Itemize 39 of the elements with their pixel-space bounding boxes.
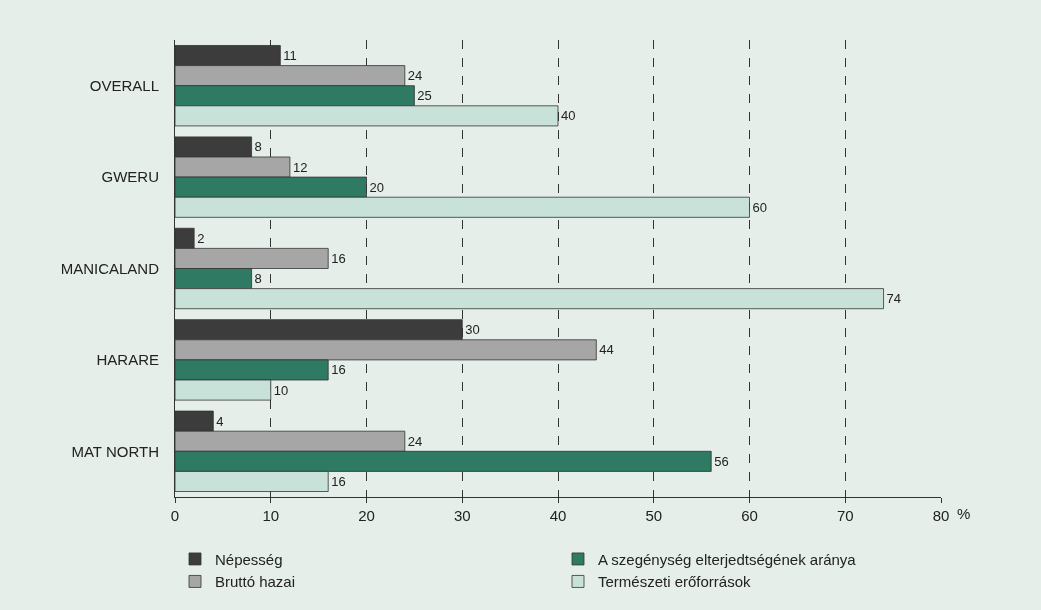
y-tick-label: HARARE (96, 351, 159, 369)
x-tick-label: 30 (453, 507, 471, 524)
data-label: 74 (886, 291, 902, 307)
x-tick-label: 50 (645, 507, 663, 524)
y-tick-label: GWERU (101, 168, 159, 186)
x-tick-label: 60 (741, 507, 758, 524)
data-label: 8 (254, 271, 262, 287)
legend-label: A szegénység elterjedtségének aránya (598, 550, 857, 568)
data-label: 16 (331, 473, 346, 489)
legend-label: Bruttó hazai (215, 573, 296, 591)
data-label: 12 (292, 159, 308, 175)
y-tick-label: OVERALL (89, 76, 159, 94)
x-tick-label: 40 (549, 507, 567, 524)
data-label: 16 (331, 250, 346, 266)
data-label: 24 (407, 433, 423, 449)
data-label: 2 (197, 230, 205, 246)
data-label: 4 (216, 413, 224, 429)
data-label: 40 (561, 108, 576, 124)
x-tick-label: 80 (932, 507, 950, 524)
x-tick-label: 10 (262, 507, 280, 524)
data-label: 16 (331, 362, 346, 378)
y-tick-label: MANICALAND (60, 259, 160, 277)
x-tick-label: 20 (358, 507, 375, 524)
data-label: 25 (417, 88, 432, 104)
data-label: 10 (273, 382, 289, 398)
data-label: 20 (369, 179, 384, 195)
data-label: 60 (752, 199, 767, 215)
y-tick-label: MAT NORTH (71, 442, 159, 460)
data-label: 44 (599, 342, 614, 358)
legend-label: Népesség (215, 550, 283, 568)
data-label: 30 (465, 322, 480, 338)
data-label: 56 (714, 453, 729, 469)
data-label: 24 (407, 68, 423, 84)
x-tick-label: 0 (170, 507, 180, 524)
data-label: 8 (254, 139, 262, 155)
x-tick-label: 70 (836, 507, 854, 524)
legend-label: Természeti erőforrások (598, 573, 752, 591)
x-axis-title: % (957, 505, 971, 522)
data-label: 11 (283, 48, 297, 64)
